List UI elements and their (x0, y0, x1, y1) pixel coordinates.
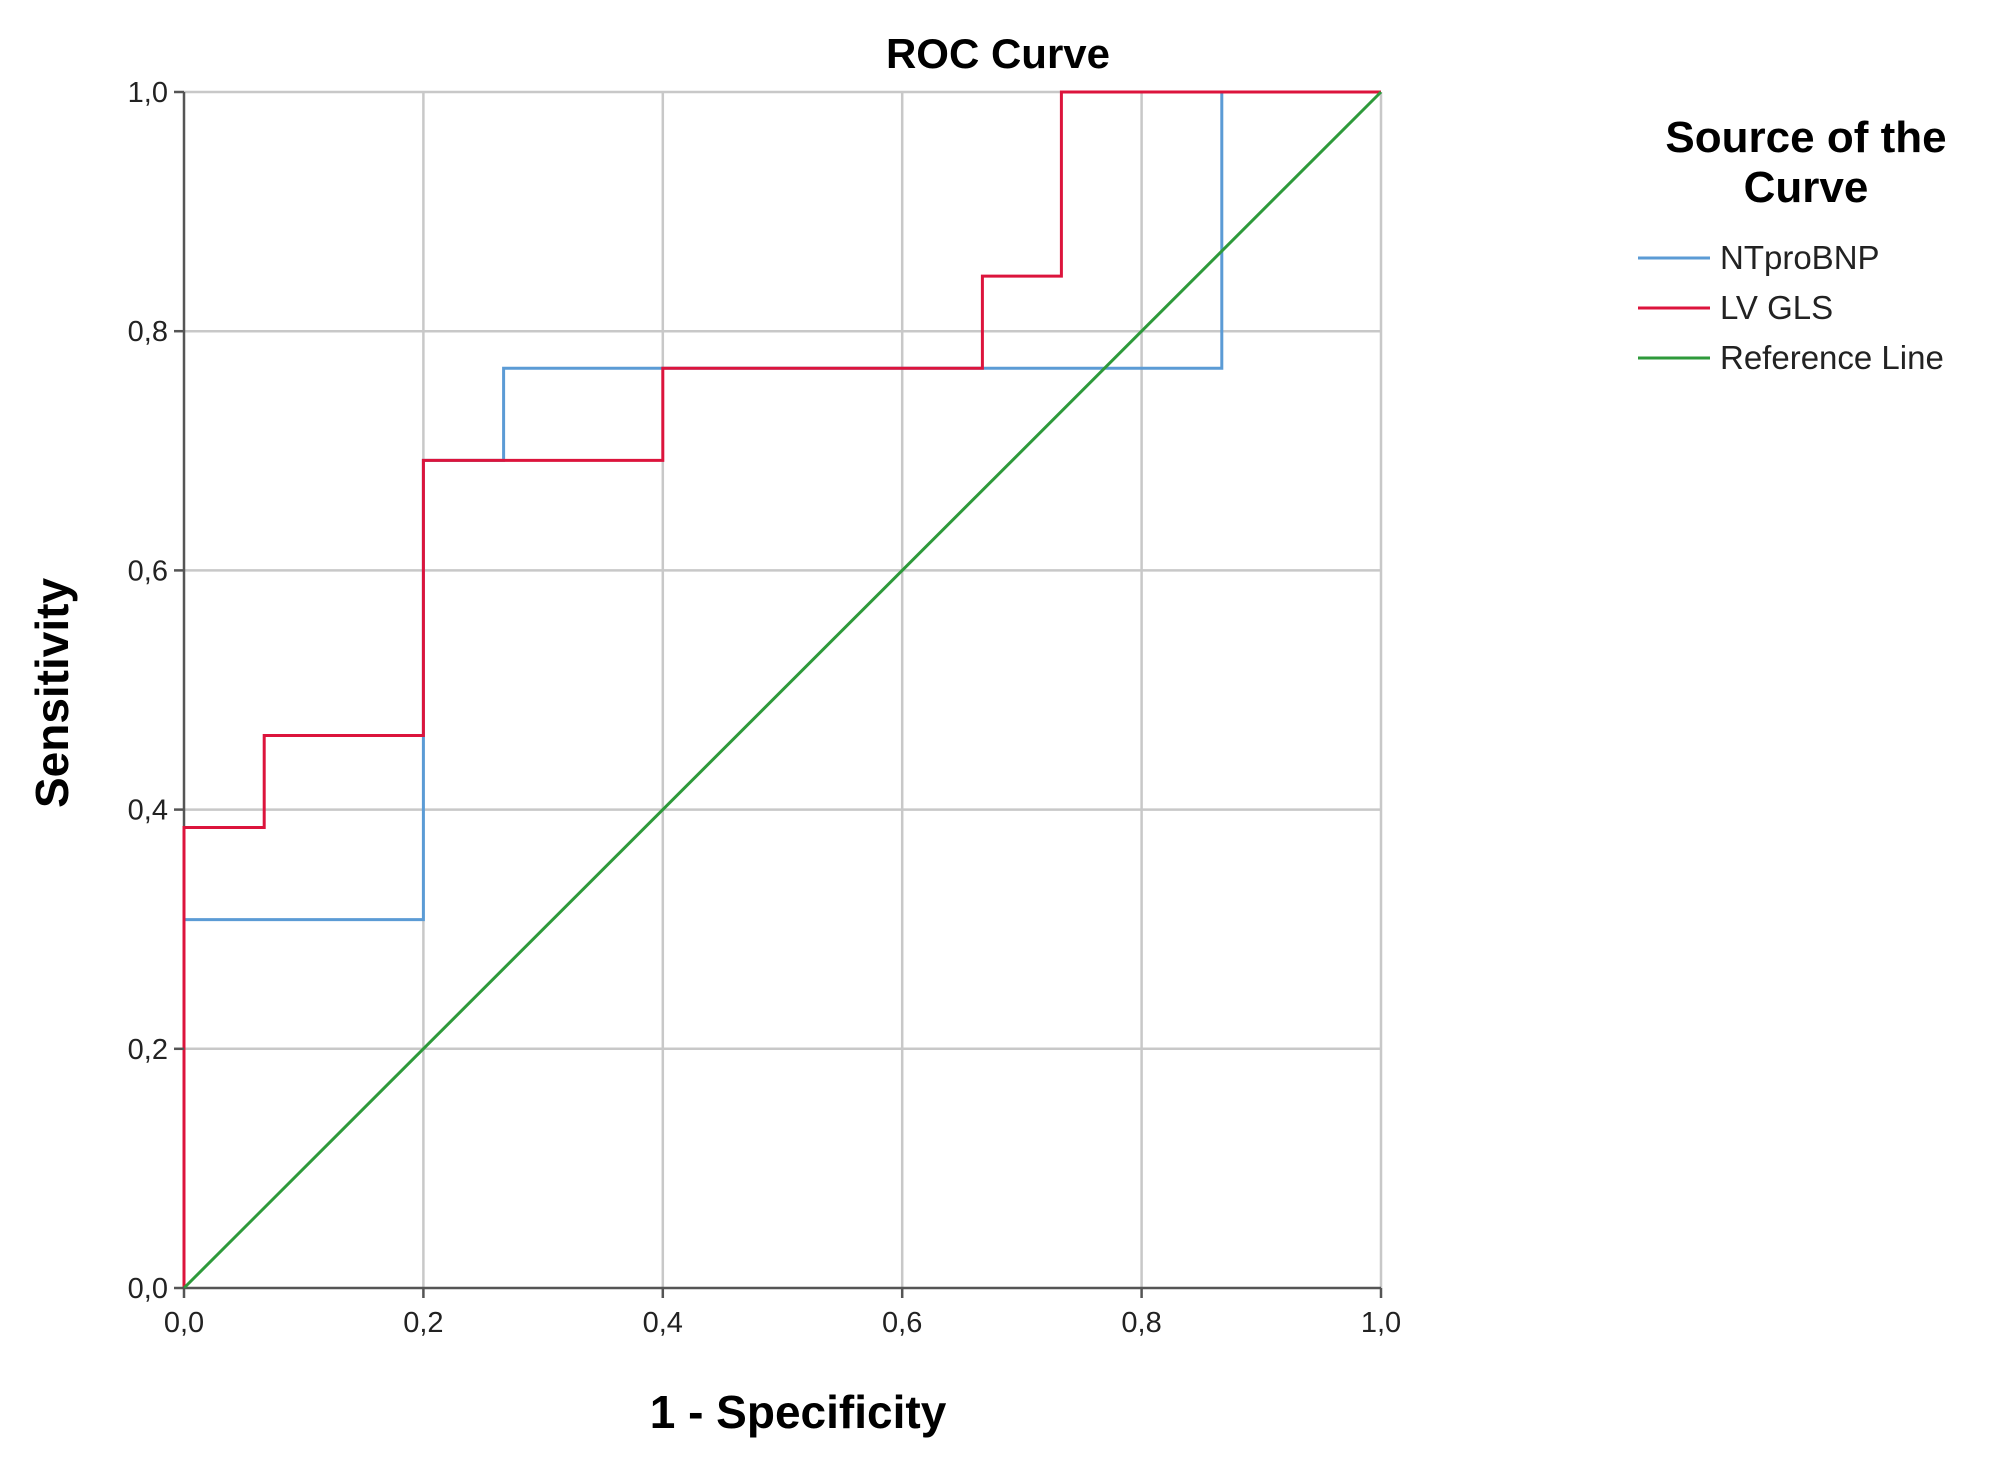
legend-label-reference-line: Reference Line (1720, 339, 1944, 376)
legend-items: NTproBNP LV GLS Reference Line (1638, 239, 1944, 376)
x-axis-label: 1 - Specificity (650, 1386, 947, 1438)
x-tick-label: 0,6 (882, 1307, 922, 1339)
tick-labels: 0,0 0,2 0,4 0,6 0,8 1,0 0,0 0,2 0,4 0,6 0,8 1,0 (128, 77, 1401, 1339)
x-tick-label: 0,4 (643, 1307, 683, 1339)
legend-title: Source of the Curve (1665, 113, 1946, 212)
legend: Source of the Curve NTproBNP LV GLS Referen… (1638, 113, 1947, 376)
chart-title: ROC Curve (886, 30, 1110, 77)
series-line-lv-gls (182, 90, 1381, 1288)
legend-label-ntprobnp: NTproBNP (1720, 239, 1880, 276)
y-tick-label: 0,8 (128, 316, 168, 348)
y-tick-label: 0,4 (128, 795, 168, 827)
y-axis-label: Sensitivity (26, 578, 78, 809)
y-tick-label: 0,2 (128, 1034, 168, 1066)
y-tick-label: 0,6 (128, 555, 168, 587)
x-tick-label: 1,0 (1361, 1307, 1401, 1339)
series-line-reference-line (182, 90, 1383, 1290)
x-tick-label: 0,2 (403, 1307, 443, 1339)
x-tick-label: 0,0 (164, 1307, 204, 1339)
legend-label-lv-gls: LV GLS (1720, 289, 1833, 326)
series-lines (182, 90, 1383, 1290)
x-tick-label: 0,8 (1121, 1307, 1161, 1339)
y-tick-label: 1,0 (128, 77, 168, 109)
y-tick-label: 0,0 (128, 1273, 168, 1305)
